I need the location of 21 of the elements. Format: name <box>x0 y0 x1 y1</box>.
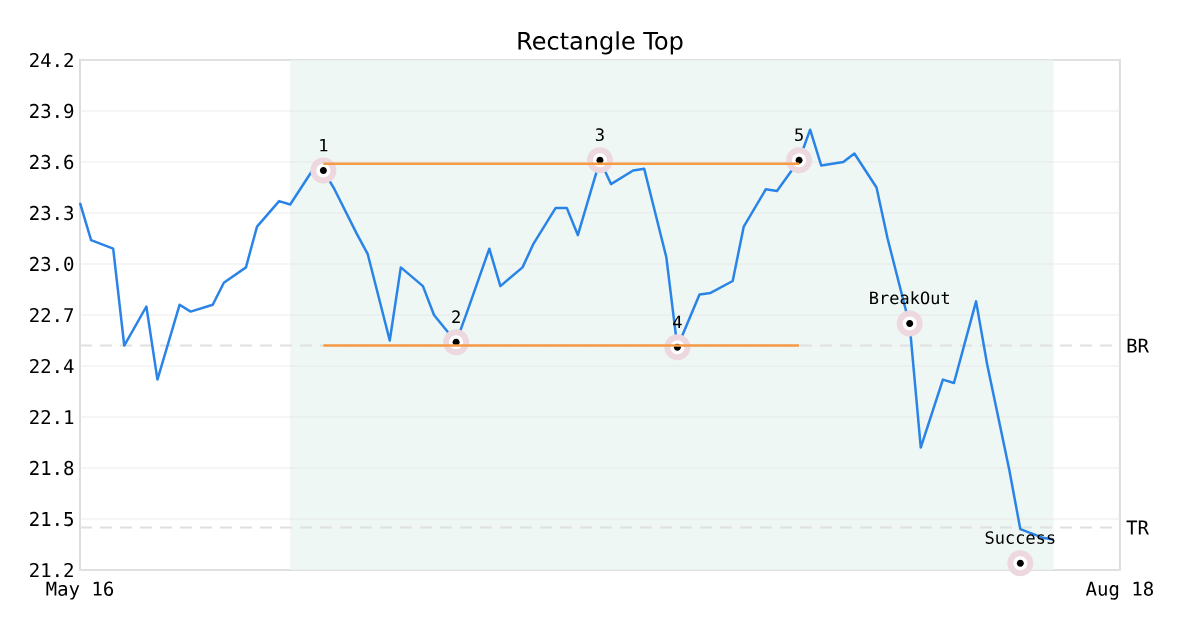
y-tick-label: 22.1 <box>30 409 74 425</box>
y-tick-label: 21.5 <box>30 511 73 527</box>
y-tick-label: 22.7 <box>30 307 74 323</box>
y-tick-label: 23.6 <box>30 154 74 170</box>
y-tick-label: 23.0 <box>30 256 74 272</box>
annotation: 2 <box>452 310 460 323</box>
x-tick-label: Aug 18 <box>1085 581 1153 600</box>
ref-line-label: BR <box>1127 338 1149 353</box>
y-tick-label: 21.2 <box>30 562 73 578</box>
annotation: 3 <box>595 128 604 142</box>
annotation: 5 <box>795 128 803 142</box>
y-tick-label: 23.3 <box>30 205 74 221</box>
y-tick-label: 24.2 <box>30 52 73 68</box>
y-tick-label: 22.4 <box>30 358 74 374</box>
chart-title: Rectangle Top <box>518 31 683 55</box>
y-tick-label: 23.9 <box>30 103 74 119</box>
annotation: 1 <box>320 138 328 152</box>
annotation: Success <box>985 531 1055 544</box>
x-tick-label: May 16 <box>46 581 114 600</box>
ref-line-label: TR <box>1126 520 1149 535</box>
y-tick-label: 21.8 <box>30 460 74 476</box>
